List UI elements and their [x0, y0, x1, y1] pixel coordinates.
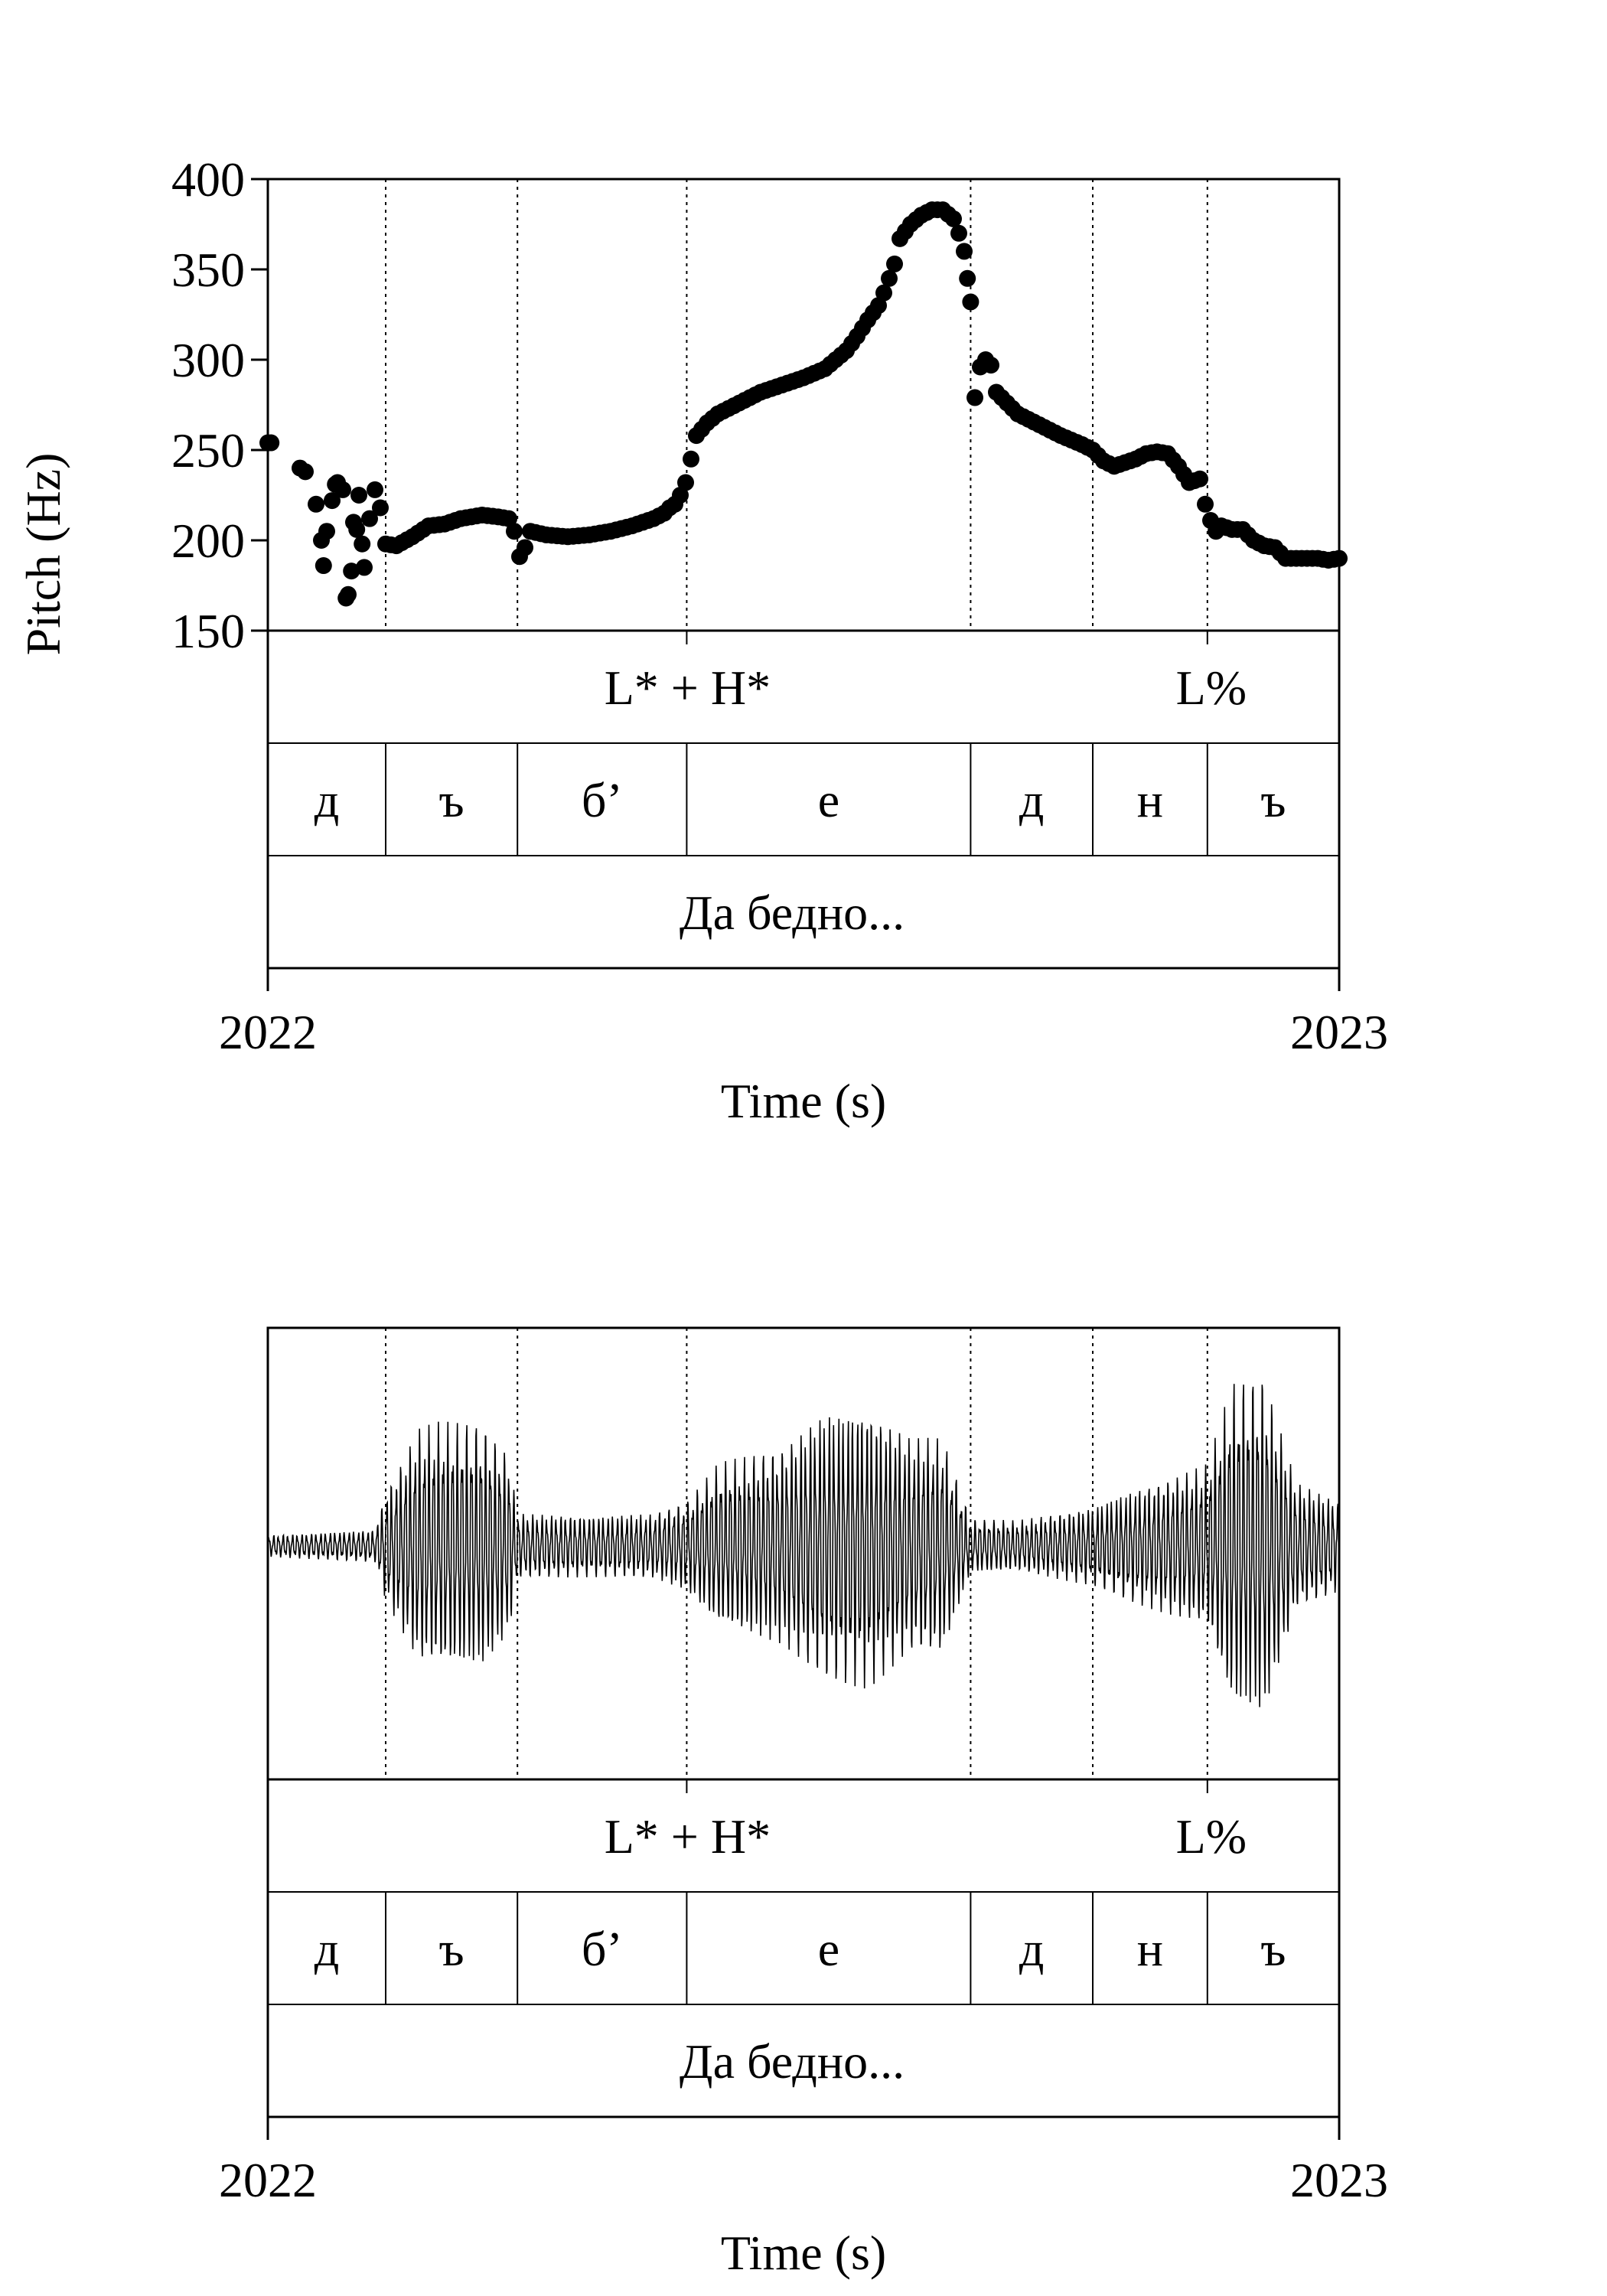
- pitch-point: [956, 243, 973, 260]
- pitch-point: [950, 224, 967, 242]
- pitch-x-tick-start: 2022: [219, 1005, 317, 1059]
- pitch-point: [354, 535, 371, 553]
- pitch-point: [297, 463, 314, 481]
- tone-label-1: L%: [1176, 660, 1247, 715]
- waveform-plot-frame: [266, 1326, 1341, 1781]
- pitch-point: [1197, 495, 1214, 513]
- pitch-point: [517, 539, 533, 556]
- pitch-point: [1191, 470, 1208, 488]
- pitch-point: [262, 434, 280, 452]
- waveform-x-tick-start: 2022: [219, 2153, 317, 2207]
- pitch-point: [677, 474, 694, 491]
- word-label-0: Да бедно...: [680, 885, 905, 940]
- waveform-x-tick-end: 2023: [1290, 2153, 1388, 2207]
- pitch-point: [683, 450, 699, 468]
- tone-label-1: L%: [1176, 1809, 1247, 1864]
- pitch-tiers: L* + H* L% д ъ б’ е д н ъ Да бедно...: [266, 631, 1341, 991]
- pitch-point: [340, 585, 357, 603]
- segment-label-6: ъ: [1260, 773, 1286, 827]
- waveform-tiers: L* + H* L% д ъ б’ е д н ъ Да бедно...: [266, 1779, 1341, 2140]
- waveform-boundary-lines: [385, 1328, 1208, 1779]
- segment-label-4: д: [1019, 1922, 1045, 1976]
- segment-label-0: д: [315, 1922, 340, 1976]
- segment-label-6: ъ: [1260, 1922, 1286, 1976]
- y-tick-label-2: 300: [171, 333, 245, 387]
- segment-label-1: ъ: [439, 1922, 464, 1976]
- pitch-point: [875, 284, 892, 302]
- pitch-point: [886, 255, 903, 272]
- segment-label-1: ъ: [439, 773, 464, 827]
- segment-label-2: б’: [582, 773, 623, 827]
- pitch-point: [672, 487, 689, 504]
- pitch-point: [870, 297, 887, 315]
- pitch-point: [308, 495, 324, 513]
- segment-label-3: е: [818, 773, 839, 827]
- pitch-point: [367, 481, 383, 498]
- pitch-points: [259, 201, 1348, 607]
- waveform-x-axis-label: Time (s): [721, 2226, 886, 2280]
- segment-label-5: н: [1137, 1922, 1163, 1976]
- pitch-point: [983, 357, 999, 374]
- waveform-panel: L* + H* L% д ъ б’ е д н ъ Да бедно... 2022 2023 T…: [219, 1326, 1388, 2280]
- pitch-plot-frame: [266, 178, 1341, 632]
- pitch-point: [334, 481, 351, 498]
- pitch-y-ticks: 400 350 300 250 200 150: [171, 152, 268, 658]
- tone-label-0: L* + H*: [605, 1809, 771, 1864]
- pitch-panel: 400 350 300 250 200 150 L* + H* L% д ъ б’ е д н ъ Да б…: [16, 152, 1388, 1128]
- segment-label-5: н: [1137, 773, 1163, 827]
- segment-label-3: е: [818, 1922, 839, 1976]
- y-tick-label-1: 350: [171, 243, 245, 297]
- pitch-point: [361, 510, 378, 527]
- pitch-point: [881, 269, 898, 287]
- pitch-point: [500, 510, 517, 527]
- pitch-point: [945, 210, 962, 227]
- pitch-point: [348, 520, 366, 538]
- tone-label-0: L* + H*: [605, 660, 771, 715]
- pitch-point: [506, 523, 523, 540]
- pitch-point: [350, 487, 367, 504]
- y-tick-label-5: 150: [171, 604, 245, 658]
- pitch-point: [343, 563, 360, 580]
- pitch-point: [318, 523, 335, 540]
- pitch-x-axis-label: Time (s): [721, 1074, 886, 1128]
- pitch-x-tick-end: 2023: [1290, 1005, 1388, 1059]
- y-tick-label-4: 200: [171, 514, 245, 568]
- y-tick-label-0: 400: [171, 152, 245, 207]
- segment-label-0: д: [315, 773, 340, 827]
- pitch-point: [959, 269, 976, 287]
- segment-label-2: б’: [582, 1922, 623, 1976]
- pitch-point: [356, 559, 373, 576]
- pitch-point: [962, 293, 980, 311]
- pitch-point: [372, 499, 389, 517]
- pitch-y-axis-label: Pitch (Hz): [16, 453, 70, 656]
- y-tick-label-3: 250: [171, 423, 245, 478]
- pitch-point: [966, 389, 983, 406]
- word-label-0: Да бедно...: [680, 2034, 905, 2089]
- pitch-point: [324, 492, 341, 510]
- segment-label-4: д: [1019, 773, 1045, 827]
- pitch-boundary-lines: [385, 179, 1208, 631]
- pitch-point: [315, 557, 332, 575]
- waveform-trace: [267, 1384, 1340, 1707]
